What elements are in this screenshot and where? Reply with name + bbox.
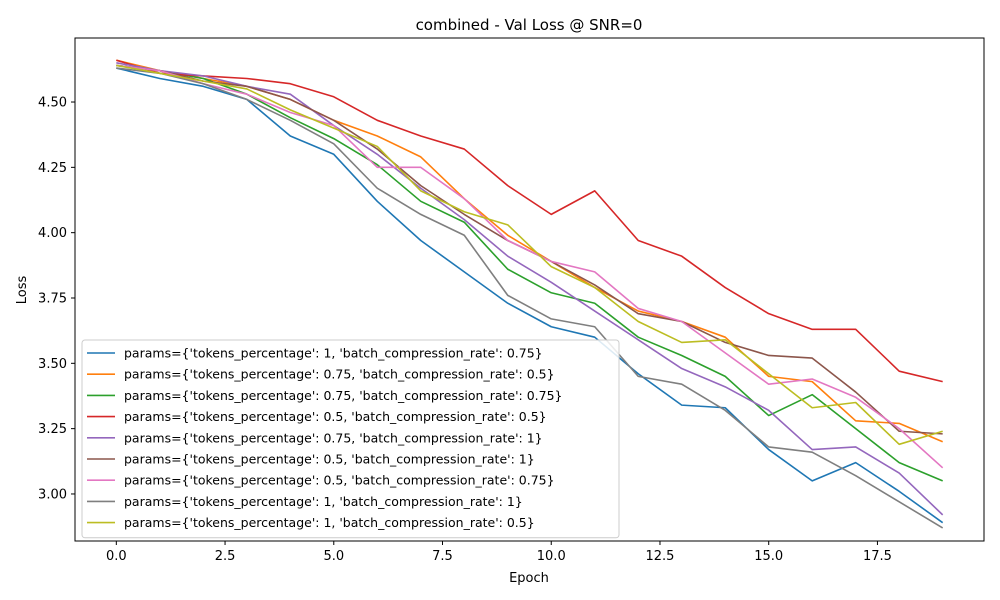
chart-title: combined - Val Loss @ SNR=0 (416, 16, 643, 34)
legend-item: params={'tokens_percentage': 1, 'batch_c… (87, 494, 523, 509)
x-tick-label: 0.0 (106, 549, 127, 564)
legend-item: params={'tokens_percentage': 1, 'batch_c… (87, 346, 543, 361)
y-axis: 3.00 3.25 3.50 3.75 4.00 4.25 4.50 (38, 96, 75, 502)
legend-label: params={'tokens_percentage': 0.75, 'batc… (124, 430, 543, 445)
legend-item: params={'tokens_percentage': 0.75, 'batc… (87, 388, 563, 403)
legend-box (81, 339, 620, 539)
y-tick-label: 4.00 (38, 226, 67, 241)
x-tick-label: 5.0 (323, 549, 344, 564)
series-line-5 (116, 62, 944, 516)
legend-item: params={'tokens_percentage': 0.75, 'batc… (87, 430, 543, 445)
y-tick-label: 3.00 (38, 487, 67, 502)
legend: params={'tokens_percentage': 1, 'batch_c… (81, 339, 620, 539)
x-tick-label: 2.5 (215, 549, 236, 564)
x-tick-label: 7.5 (432, 549, 453, 564)
legend-label: params={'tokens_percentage': 0.5, 'batch… (124, 452, 535, 467)
x-axis-title: Epoch (509, 571, 549, 586)
legend-label: params={'tokens_percentage': 1, 'batch_c… (124, 346, 543, 361)
plot-frame (74, 37, 985, 542)
series-line-1 (116, 67, 944, 524)
y-tick-label: 3.50 (38, 357, 67, 372)
plot-lines (116, 59, 944, 529)
legend-item: params={'tokens_percentage': 0.5, 'batch… (87, 473, 555, 488)
legend-label: params={'tokens_percentage': 0.5, 'batch… (124, 409, 547, 424)
legend-label: params={'tokens_percentage': 0.75, 'batc… (124, 388, 563, 403)
legend-label: params={'tokens_percentage': 0.75, 'batc… (124, 367, 555, 382)
series-line-4 (116, 59, 943, 383)
legend-item: params={'tokens_percentage': 0.5, 'batch… (87, 409, 547, 424)
series-line-9 (116, 64, 943, 446)
y-tick-label: 3.75 (38, 291, 67, 306)
legend-item: params={'tokens_percentage': 0.75, 'batc… (87, 367, 555, 382)
series-line-3 (116, 64, 943, 482)
x-tick-label: 15.0 (754, 549, 783, 564)
x-tick-label: 12.5 (646, 549, 675, 564)
legend-item: params={'tokens_percentage': 0.5, 'batch… (87, 452, 535, 467)
y-tick-label: 3.25 (38, 422, 67, 437)
series-line-7 (116, 64, 944, 469)
x-tick-label: 17.5 (863, 549, 892, 564)
x-tick-label: 10.0 (537, 549, 566, 564)
legend-label: params={'tokens_percentage': 1, 'batch_c… (124, 494, 523, 509)
series-line-8 (116, 67, 944, 529)
y-tick-label: 4.50 (38, 96, 67, 111)
x-axis: 0.0 2.5 5.0 7.5 10.0 12.5 15.0 17.5 (106, 541, 892, 564)
y-axis-title: Loss (15, 276, 30, 305)
legend-label: params={'tokens_percentage': 0.5, 'batch… (124, 473, 555, 488)
legend-label: params={'tokens_percentage': 1, 'batch_c… (124, 515, 535, 530)
y-tick-label: 4.25 (38, 161, 67, 176)
legend-item: params={'tokens_percentage': 1, 'batch_c… (87, 515, 535, 530)
